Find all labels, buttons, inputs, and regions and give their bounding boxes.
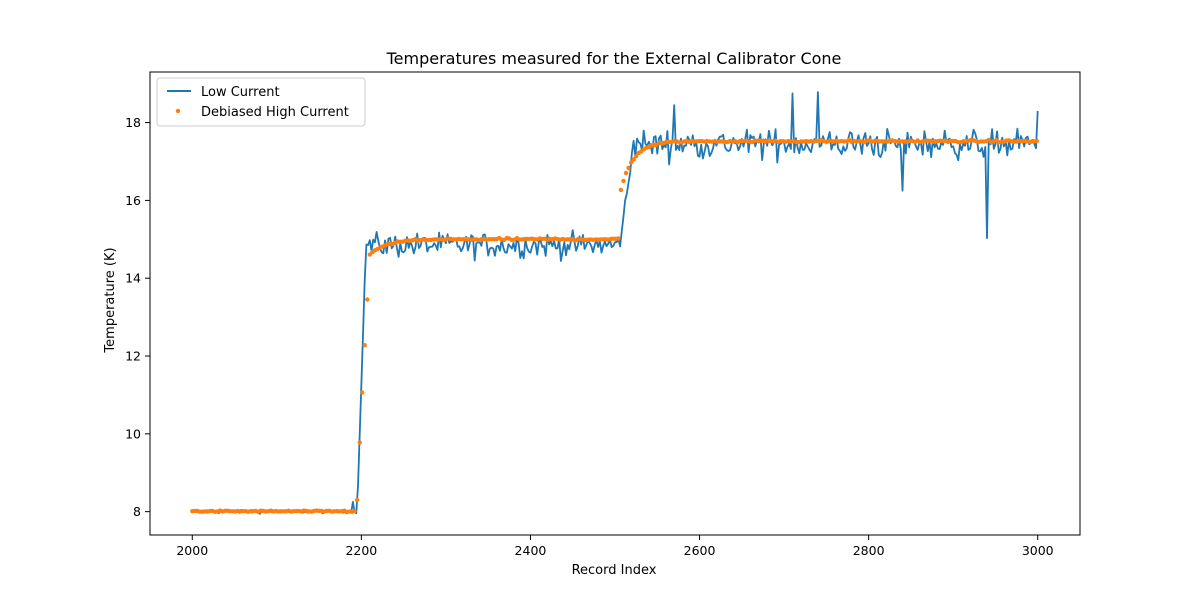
y-tick-label: 16: [125, 193, 141, 208]
x-tick-label: 2000: [176, 543, 208, 558]
debiased-high-current-point: [631, 157, 636, 162]
x-tick-label: 2400: [515, 543, 547, 558]
x-tick-label: 2600: [684, 543, 716, 558]
y-tick-label: 8: [133, 504, 141, 519]
y-axis-ticks: 8 10 12 14 16 18: [125, 115, 150, 519]
debiased-high-current-point: [623, 170, 629, 176]
debiased-high-current-series: [190, 137, 1040, 515]
legend: Low Current Debiased High Current: [156, 77, 366, 127]
y-tick-label: 10: [125, 426, 141, 441]
legend-dot-swatch: [175, 108, 181, 114]
plot-area-frame: [149, 71, 1081, 536]
chart-title: Temperatures measured for the External C…: [386, 49, 842, 68]
debiased-high-current-point: [633, 154, 639, 159]
x-axis-ticks: 2000 2200 2400 2600 2800 3000: [176, 535, 1054, 558]
y-axis-label: Temperature (K): [103, 247, 118, 353]
x-tick-label: 2200: [345, 543, 377, 558]
debiased-high-current-point: [354, 497, 360, 503]
x-axis-label: Record Index: [572, 563, 657, 578]
debiased-high-current-point: [362, 343, 367, 348]
x-tick-label: 3000: [1022, 543, 1054, 558]
x-tick-label: 2800: [853, 543, 885, 558]
y-tick-label: 18: [125, 115, 141, 130]
debiased-high-current-point: [365, 297, 370, 302]
legend-label-debiased-high-current: Debiased High Current: [201, 105, 349, 120]
debiased-high-current-point: [626, 165, 631, 171]
y-tick-label: 12: [125, 349, 141, 364]
debiased-high-current-point: [360, 390, 365, 395]
debiased-high-current-point: [628, 160, 634, 165]
low-current-series: [192, 91, 1039, 515]
legend-label-low-current: Low Current: [201, 85, 280, 100]
low-current-line: [192, 91, 1039, 515]
y-tick-label: 14: [125, 271, 141, 286]
debiased-high-current-point: [1034, 138, 1040, 144]
debiased-high-current-point: [357, 440, 362, 445]
legend-box: [156, 77, 366, 127]
debiased-high-current-point: [618, 187, 624, 193]
debiased-high-current-point: [616, 236, 621, 241]
debiased-high-current-point: [352, 508, 357, 514]
debiased-high-current-point: [621, 178, 626, 184]
